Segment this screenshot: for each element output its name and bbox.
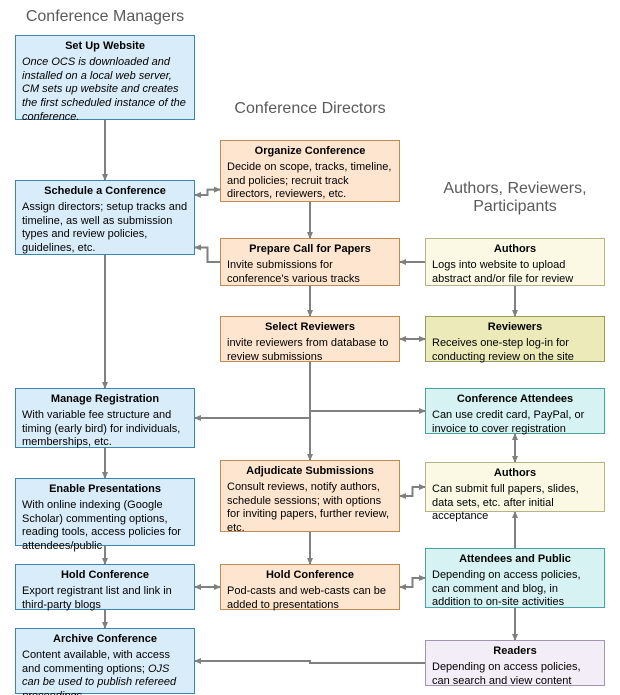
- node-title: Manage Registration: [22, 393, 188, 407]
- node-body: Consult reviews, notify authors, schedul…: [227, 481, 393, 536]
- node-body: Invite submissions for conference's vari…: [227, 259, 393, 287]
- node-body: Can submit full papers, slides, data set…: [432, 483, 598, 524]
- edge-readers-archive: [195, 661, 425, 663]
- node-title: Adjudicate Submissions: [227, 465, 393, 479]
- node-body: Export registrant list and link in third…: [22, 585, 188, 613]
- node-setup: Set Up WebsiteOnce OCS is downloaded and…: [15, 35, 195, 120]
- node-readers: Readers Depending on access policies, can…: [425, 640, 605, 686]
- node-title: Hold Conference: [227, 569, 393, 583]
- node-body: Depending on access policies, can commen…: [432, 569, 598, 610]
- node-attendees: Conference Attendees Can use credit card,…: [425, 388, 605, 434]
- node-title: Schedule a Conference: [22, 185, 188, 199]
- node-title: Authors: [432, 243, 598, 257]
- node-body: Once OCS is downloaded and installed on …: [22, 56, 188, 125]
- node-title: Authors: [432, 467, 598, 481]
- node-schedule: Schedule a Conference Assign directors; s…: [15, 180, 195, 255]
- node-title: Archive Conference: [22, 633, 188, 647]
- node-title: Reviewers: [432, 321, 598, 335]
- node-body: Pod-casts and web-casts can be added to …: [227, 585, 393, 613]
- flowchart-canvas: Conference Managers Conference Directors A…: [0, 0, 620, 695]
- edge-schedule-organize: [195, 190, 220, 195]
- node-body: Can use credit card, PayPal, or invoice …: [432, 409, 598, 437]
- node-body: Assign directors; setup tracks and timel…: [22, 201, 188, 256]
- node-adjudicate: Adjudicate SubmissionsConsult reviews, n…: [220, 460, 400, 532]
- node-body: With online indexing (Google Scholar) co…: [22, 499, 188, 554]
- node-title: Prepare Call for Papers: [227, 243, 393, 257]
- node-body: Logs into website to upload abstract and…: [432, 259, 598, 287]
- node-body: With variable fee structure and timing (…: [22, 409, 188, 450]
- edge-cfp-schedule: [195, 248, 220, 263]
- node-archive: Archive Conference Content available, wit…: [15, 628, 195, 694]
- node-reviewers: Reviewers Receives one-step log-in for co…: [425, 316, 605, 362]
- column-header-directors: Conference Directors: [220, 100, 400, 118]
- edge-adjudicate-authors2: [400, 487, 425, 496]
- node-title: Organize Conference: [227, 145, 393, 159]
- node-attpublic: Attendees and Public Depending on access …: [425, 548, 605, 608]
- node-body: invite reviewers from database to review…: [227, 337, 393, 365]
- node-title: Set Up Website: [22, 40, 188, 54]
- node-holdm: Hold Conference Export registrant list an…: [15, 564, 195, 610]
- node-selectrev: Select Reviewers invite reviewers from da…: [220, 316, 400, 362]
- node-managereg: Manage Registration With variable fee str…: [15, 388, 195, 448]
- node-authors2: AuthorsCan submit full papers, slides, d…: [425, 462, 605, 512]
- edge-managereg-attendees: [195, 411, 425, 418]
- edge-holdd-attpublic: [400, 578, 425, 587]
- node-title: Readers: [432, 645, 598, 659]
- node-title: Enable Presentations: [22, 483, 188, 497]
- node-body: Receives one-step log-in for conducting …: [432, 337, 598, 365]
- node-title: Conference Attendees: [432, 393, 598, 407]
- node-body: Depending on access policies, can search…: [432, 661, 598, 689]
- node-cfp: Prepare Call for Papers Invite submission…: [220, 238, 400, 286]
- column-header-users: Authors, Reviewers, Participants: [425, 180, 605, 216]
- node-enable: Enable PresentationsWith online indexing…: [15, 478, 195, 546]
- node-title: Hold Conference: [22, 569, 188, 583]
- node-authors1: Authors Logs into website to upload abstr…: [425, 238, 605, 286]
- node-body: Decide on scope, tracks, timeline, and p…: [227, 161, 393, 202]
- node-organize: Organize Conference Decide on scope, trac…: [220, 140, 400, 202]
- node-title: Attendees and Public: [432, 553, 598, 567]
- node-holdd: Hold Conference Pod-casts and web-casts c…: [220, 564, 400, 610]
- node-body: Content available, with access and comme…: [22, 649, 188, 695]
- node-title: Select Reviewers: [227, 321, 393, 335]
- column-header-managers: Conference Managers: [15, 8, 195, 26]
